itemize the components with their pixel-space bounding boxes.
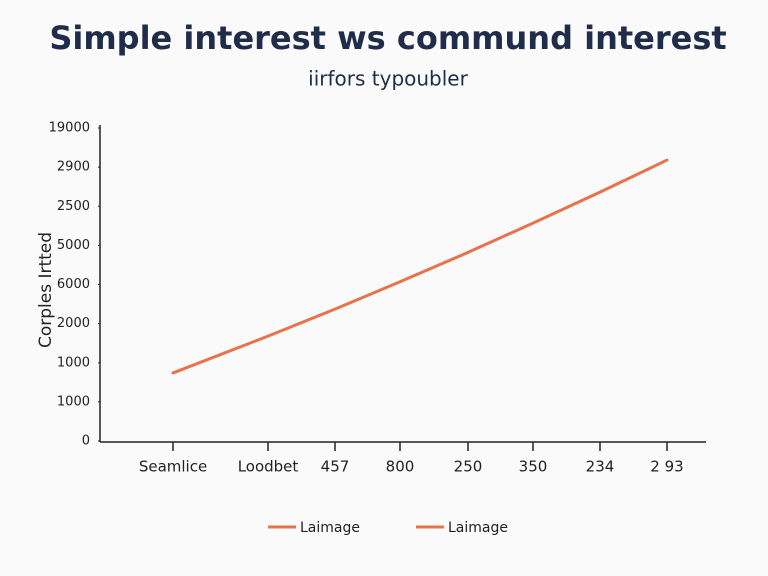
x-tick-label: Loodbet — [238, 458, 299, 476]
legend-label: Laimage — [448, 520, 508, 536]
chart-subtitle: iirfors typoubler — [308, 67, 468, 91]
y-tick-label: 0 — [82, 434, 90, 449]
y-tick-label: 6000 — [57, 277, 90, 292]
chart-title: Simple interest ws commund interest — [49, 19, 726, 57]
x-tick-label: 457 — [321, 458, 350, 476]
y-tick-label: 1000 — [57, 394, 90, 409]
line-series — [171, 158, 669, 375]
x-tick-label: 250 — [454, 458, 483, 476]
x-tick-label: 350 — [519, 458, 548, 476]
y-tick-label: 2000 — [57, 316, 90, 331]
y-tick-label: 1000 — [57, 355, 90, 370]
y-tick-label: 2900 — [57, 160, 90, 175]
x-tick-label: 234 — [586, 458, 615, 476]
y-tick-label: 19000 — [49, 121, 90, 136]
y-tick-label: 2500 — [57, 199, 90, 214]
legend-label: Laimage — [300, 520, 360, 536]
y-axis-label: Corples Irtted — [36, 232, 56, 348]
y-tick-label: 5000 — [57, 238, 90, 253]
x-tick-label: 800 — [386, 458, 415, 476]
x-tick-label: Seamlice — [139, 458, 207, 476]
x-tick-label: 2 93 — [650, 458, 683, 476]
